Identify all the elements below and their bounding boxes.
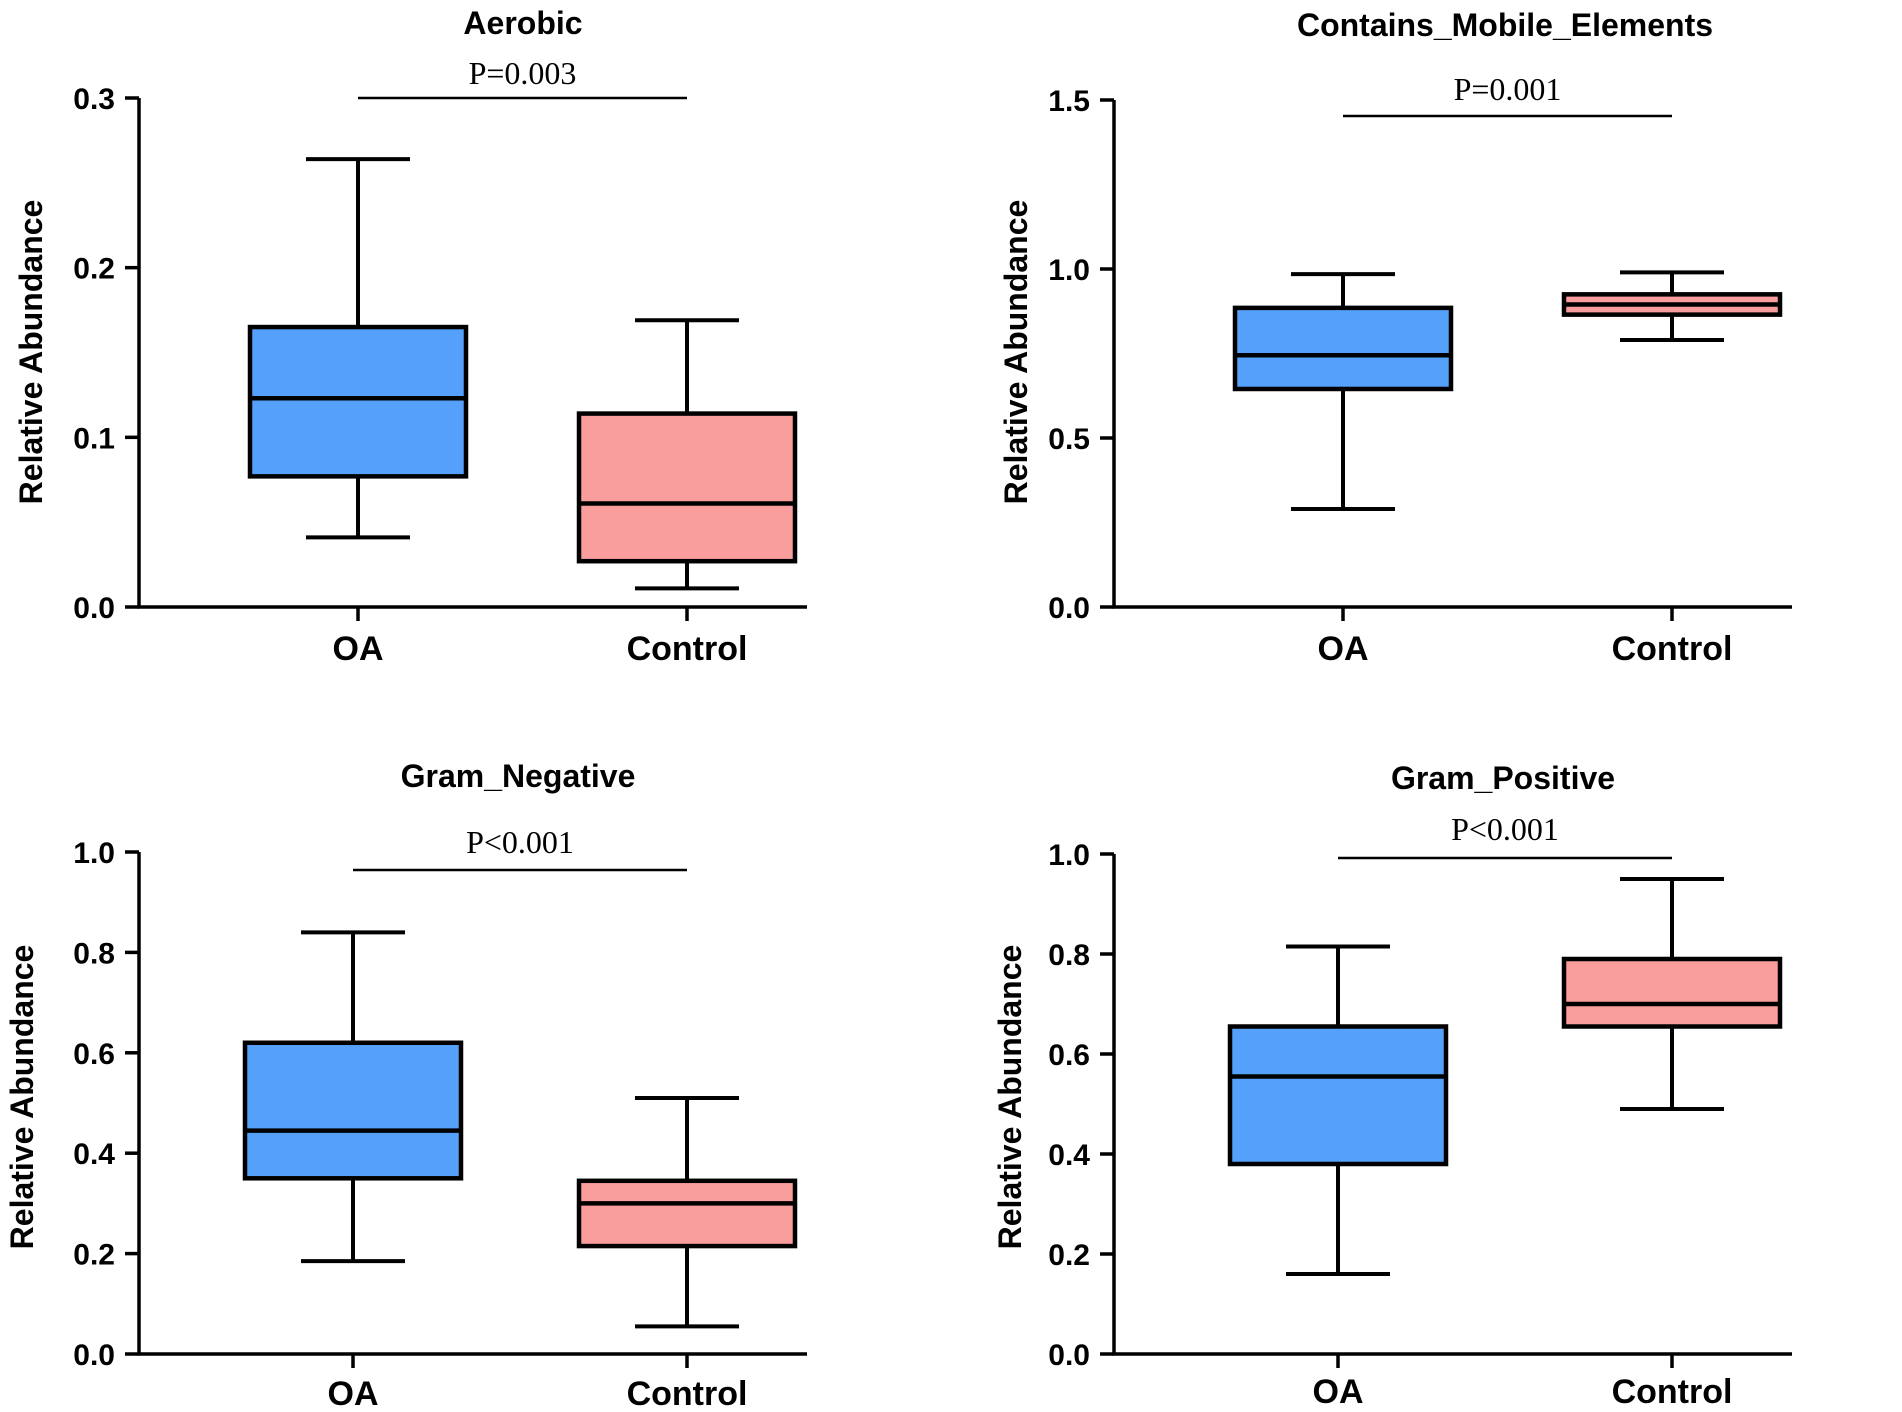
y-tick-label: 1.5 xyxy=(1048,85,1090,118)
box-oa xyxy=(1232,272,1454,511)
y-tick-label: 0.2 xyxy=(1048,1239,1090,1272)
x-category-label: Control xyxy=(627,630,748,668)
y-tick-label: 0.5 xyxy=(1048,423,1090,456)
box-oa xyxy=(1227,944,1449,1276)
box-control xyxy=(1561,877,1783,1111)
y-tick-label: 0.4 xyxy=(73,1138,115,1171)
box-body xyxy=(576,411,798,564)
y-tick-label: 0.6 xyxy=(73,1038,115,1071)
p-value-label: P<0.001 xyxy=(1451,811,1559,847)
p-value-label: P<0.001 xyxy=(466,824,574,860)
chart-title: Gram_Negative xyxy=(401,758,636,794)
chart-panel-4: Gram_Positive Relative Abundance 0.0 0.2 0.4… xyxy=(992,760,1792,1411)
x-category-label: OA xyxy=(1318,630,1369,668)
x-category-label: OA xyxy=(1313,1373,1364,1411)
y-tick-label: 1.0 xyxy=(1048,254,1090,287)
y-tick-label: 1.0 xyxy=(1048,839,1090,872)
chart-title: Gram_Positive xyxy=(1391,760,1615,796)
chart-panel-3: Gram_Negative Relative Abundance 0.0 0.2 0.4… xyxy=(4,758,807,1412)
y-tick-label: 0.0 xyxy=(1048,1339,1090,1372)
x-category-label: OA xyxy=(333,630,384,668)
box-body xyxy=(1227,1024,1449,1167)
box-oa xyxy=(242,930,464,1264)
y-tick-label: 0.0 xyxy=(73,592,115,625)
y-tick-label: 0.6 xyxy=(1048,1039,1090,1072)
y-tick-label: 0.2 xyxy=(73,1239,115,1272)
y-axis-label: Relative Abundance xyxy=(998,200,1034,505)
box-body xyxy=(576,1178,798,1249)
y-tick-label: 0.3 xyxy=(73,83,115,116)
box-control xyxy=(576,318,798,591)
y-tick-label: 1.0 xyxy=(73,837,115,870)
p-value-label: P=0.001 xyxy=(1454,71,1562,107)
chart-panel-2: Contains_Mobile_Elements Relative Abundan… xyxy=(998,7,1792,668)
y-tick-label: 0.0 xyxy=(73,1339,115,1372)
y-tick-label: 0.4 xyxy=(1048,1139,1090,1172)
y-axis-label: Relative Abundance xyxy=(13,200,49,505)
y-axis-label: Relative Abundance xyxy=(4,945,40,1250)
box-body xyxy=(1561,956,1783,1029)
y-tick-label: 0.0 xyxy=(1048,592,1090,625)
box-body xyxy=(1232,305,1454,392)
y-tick-label: 0.8 xyxy=(1048,939,1090,972)
chart-panel-1: Aerobic Relative Abundance 0.0 0.1 0.2 0.3 OA C… xyxy=(13,5,807,668)
box-control xyxy=(1561,270,1783,342)
chart-title: Contains_Mobile_Elements xyxy=(1297,7,1713,43)
x-category-label: Control xyxy=(627,1375,748,1412)
p-value-label: P=0.003 xyxy=(469,55,577,91)
chart-title: Aerobic xyxy=(463,5,582,41)
y-tick-label: 0.8 xyxy=(73,937,115,970)
box-control xyxy=(576,1095,798,1329)
y-tick-label: 0.2 xyxy=(73,253,115,286)
box-body xyxy=(242,1040,464,1181)
box-oa xyxy=(247,157,469,540)
x-category-label: Control xyxy=(1612,630,1733,668)
y-axis-label: Relative Abundance xyxy=(992,945,1028,1250)
x-category-label: OA xyxy=(328,1375,379,1412)
x-category-label: Control xyxy=(1612,1373,1733,1411)
y-tick-label: 0.1 xyxy=(73,422,115,455)
box-body xyxy=(247,324,469,479)
